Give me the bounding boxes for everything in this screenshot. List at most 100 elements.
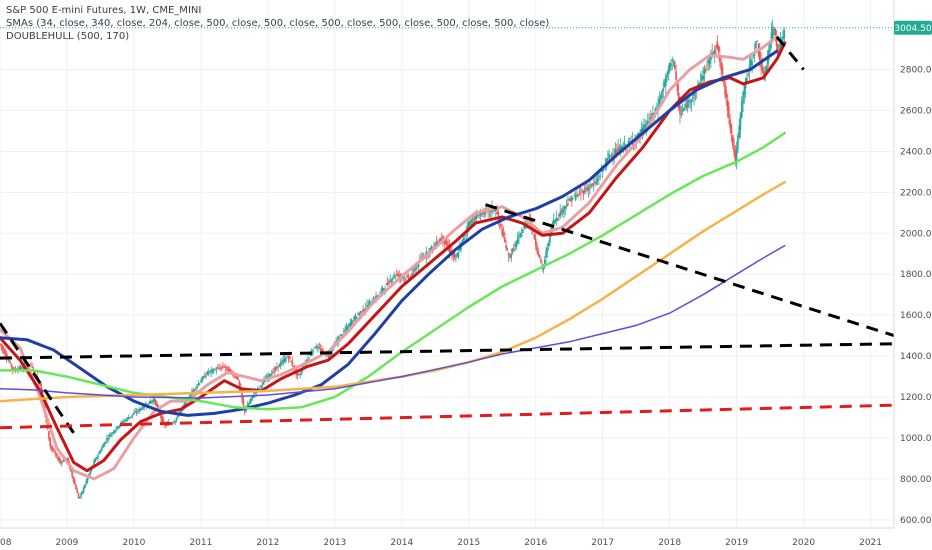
- candle-body: [502, 232, 505, 236]
- candle-body: [590, 183, 592, 188]
- candle-body: [439, 239, 442, 242]
- symbol-title[interactable]: S&P 500 E-mini Futures, 1W, CME_MINI: [6, 5, 202, 16]
- candle-body: [640, 128, 643, 133]
- candle-body: [279, 362, 282, 366]
- candle-body: [364, 308, 367, 310]
- candle-body: [469, 221, 471, 226]
- candle-body: [117, 426, 120, 429]
- candle-body: [203, 375, 206, 378]
- candle-body: [667, 69, 670, 74]
- candle-body: [721, 66, 724, 75]
- candle-body: [366, 305, 368, 306]
- candle-body: [589, 187, 591, 188]
- candle-body: [724, 81, 726, 94]
- candle-body: [453, 254, 456, 257]
- candle-body: [277, 366, 279, 368]
- y-tick-label: 1200.00: [900, 393, 932, 403]
- candle-body: [569, 199, 572, 202]
- candle-body: [321, 348, 323, 352]
- candle-body: [570, 197, 573, 202]
- trendline: [485, 203, 895, 338]
- candle-body: [160, 414, 162, 419]
- candle-body: [194, 388, 197, 389]
- candle-body: [345, 326, 348, 330]
- candle-body: [54, 452, 57, 455]
- candle-body: [67, 458, 70, 462]
- candle-body: [500, 223, 502, 228]
- candle-body: [62, 461, 64, 463]
- candle-body: [151, 400, 153, 403]
- candle-body: [661, 91, 663, 98]
- candle-body: [357, 313, 359, 315]
- candle-body: [296, 371, 299, 376]
- candle-body: [316, 346, 318, 348]
- candle-body: [318, 347, 321, 349]
- candle-body: [327, 356, 330, 358]
- candle-body: [666, 73, 668, 77]
- candle-body: [668, 63, 671, 71]
- candle-body: [388, 281, 390, 284]
- doublehull-indicator-label[interactable]: DOUBLEHULL (500, 170): [6, 31, 130, 42]
- price-axis[interactable]: [894, 0, 932, 550]
- time-axis[interactable]: [0, 528, 932, 550]
- candle-body: [287, 357, 290, 359]
- candle-body: [577, 193, 580, 196]
- candle-body: [561, 209, 564, 214]
- candle-body: [549, 233, 551, 243]
- x-tick-label: 2013: [323, 538, 346, 548]
- candle-body: [61, 461, 63, 464]
- candle-body: [173, 422, 175, 424]
- candle-body: [361, 311, 363, 313]
- candle-body: [237, 378, 240, 380]
- candle-body: [456, 253, 458, 258]
- candle-body: [223, 366, 225, 368]
- chart-legend: S&P 500 E-mini Futures, 1W, CME_MINI SMA…: [6, 4, 549, 43]
- candle-body: [148, 400, 151, 404]
- candle-body: [534, 238, 537, 246]
- candle-body: [470, 220, 473, 223]
- x-tick-label: 2010: [122, 538, 145, 548]
- candle-body: [670, 63, 672, 67]
- candle-body: [224, 366, 227, 368]
- candle-body: [152, 399, 155, 402]
- candle-body: [285, 357, 287, 361]
- candle-body: [274, 367, 277, 370]
- candle-body: [684, 103, 686, 108]
- candle-body: [198, 383, 201, 385]
- candle-body: [455, 257, 457, 259]
- candle-body: [380, 290, 382, 292]
- candle-body: [774, 28, 777, 36]
- candle-body: [53, 450, 55, 452]
- candle-body: [701, 75, 703, 81]
- candle-body: [759, 51, 761, 61]
- candle-body: [756, 41, 759, 43]
- candle-body: [591, 183, 594, 185]
- candle-body: [592, 183, 595, 185]
- candle-body: [440, 238, 443, 240]
- candle-body: [349, 322, 352, 327]
- candle-body: [39, 382, 41, 385]
- candle-body: [580, 193, 582, 195]
- candle-body: [288, 355, 291, 359]
- price-tag-value: 3004.50: [894, 24, 931, 34]
- candle-body: [111, 433, 113, 434]
- candle-body: [733, 145, 735, 153]
- candle-body: [58, 458, 61, 462]
- candle-body: [563, 206, 565, 211]
- candle-body: [0, 344, 3, 347]
- candle-body: [4, 350, 6, 356]
- y-tick-label: 1600.00: [900, 311, 932, 321]
- candle-body: [398, 275, 401, 277]
- candle-body: [140, 409, 143, 410]
- candle-body: [497, 212, 500, 219]
- candle-body: [446, 241, 448, 246]
- candle-body: [254, 392, 256, 394]
- sma-indicator-label[interactable]: SMAs (34, close, 340, close, 204, close,…: [6, 18, 550, 29]
- candle-body: [555, 217, 558, 222]
- candle-body: [30, 364, 32, 366]
- candle-body: [358, 313, 361, 316]
- candle-body: [216, 368, 219, 369]
- candle-body: [659, 96, 662, 99]
- candle-body: [176, 414, 179, 417]
